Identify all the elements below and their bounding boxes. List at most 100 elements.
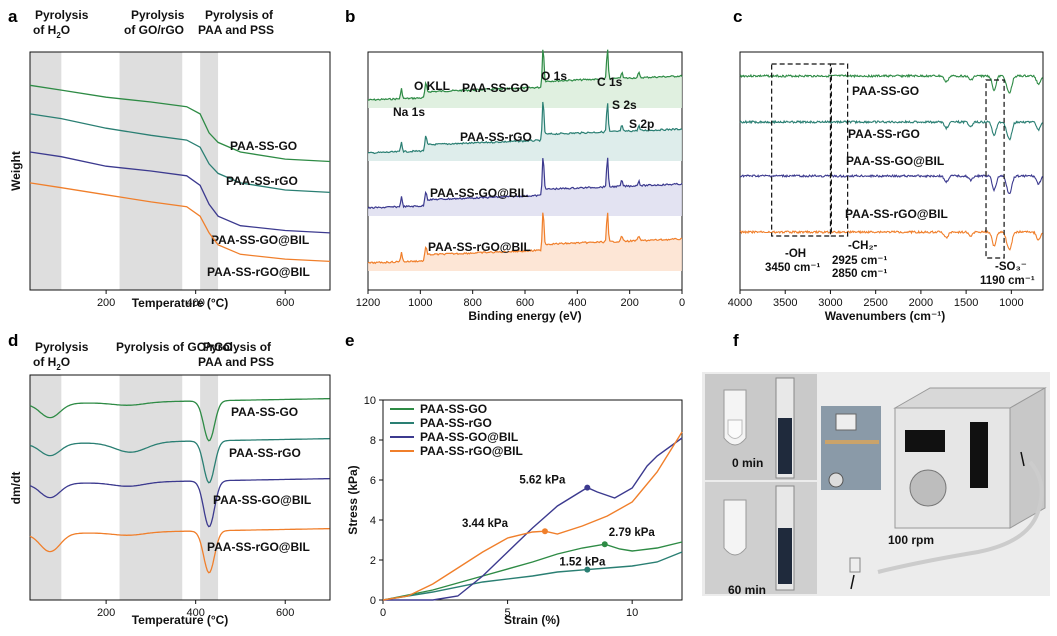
region-title-a-1: Pyrolysis (131, 8, 185, 22)
panel-a-series-line-2 (29, 151, 331, 234)
setup-shelf (825, 440, 879, 444)
panel-c-xlabel: Wavenumbers (cm⁻¹) (825, 309, 946, 323)
panel-b-xlabel: Binding energy (eV) (468, 309, 581, 323)
panel-e-ytick-label: 8 (370, 435, 376, 447)
panel-b-peak-label-2: O 1s (541, 69, 567, 83)
pump-side (1009, 387, 1046, 529)
panel-c-xtick-label: 2000 (909, 297, 933, 309)
panel-b-series-line-3 (367, 212, 683, 265)
pump-tubing (877, 460, 1044, 574)
region-band-d-2 (200, 375, 219, 600)
panel-a-series-line-3 (29, 182, 331, 263)
panel-d-frame (29, 374, 331, 601)
panel-e-xlabel: Strain (%) (504, 613, 560, 627)
label-60min: 60 min (728, 583, 766, 597)
panel-a-series-label-3: PAA-SS-rGO@BIL (207, 265, 310, 279)
panel-e-series-line-0 (382, 541, 683, 601)
vial-60min (723, 499, 747, 556)
panel-c-band-label-5: -SO₃⁻ (995, 261, 1027, 273)
panel-c-xtick-label: 4000 (728, 297, 752, 309)
panel-e-annotation-label-3: 1.52 kPa (559, 557, 606, 569)
panel-b-fill-2 (368, 157, 682, 216)
panel-c-ch2-box (830, 63, 849, 237)
panel-e-annotation-marker-1 (541, 528, 548, 535)
region-band-d-0 (30, 375, 62, 600)
panel-e-annotation-label-0: 5.62 kPa (519, 475, 566, 487)
panel-b-xtick-label: 0 (679, 297, 685, 309)
panel-e-xtick-label: 0 (380, 607, 386, 619)
panel-e-xtick-label: 5 (505, 607, 511, 619)
panel-e-annotation-marker-0 (584, 484, 591, 491)
panel-e-ytick-label: 10 (364, 395, 376, 407)
region-band-d-1 (119, 375, 183, 600)
panel-a-xtick-label: 600 (276, 297, 294, 309)
panel-e-series-line-2 (383, 437, 683, 601)
pump-front (894, 407, 1011, 529)
panel-c-xtick-label: 3500 (773, 297, 797, 309)
panel-b-xtick-label: 200 (620, 297, 638, 309)
panel-b-xtick-label: 400 (568, 297, 586, 309)
panel-a-xlabel: Temperature (°C) (132, 296, 229, 310)
region-title-a-0-line2: of H2O (33, 23, 70, 40)
panel-d-series-line-3 (29, 527, 330, 574)
panel-e-xtick-label: 10 (626, 607, 638, 619)
panel-c-xtick-label: 1500 (954, 297, 978, 309)
vial-content-0min (727, 419, 743, 439)
panel-d-xlabel: Temperature (°C) (132, 613, 229, 627)
panel-e-series-line-1 (382, 551, 683, 601)
label-100rpm: 100 rpm (888, 533, 934, 547)
outlet-tip (849, 557, 861, 573)
region-title-d-2-line2: PAA and PSS (198, 355, 274, 369)
panel-c-band-label-1: 3450 cm⁻¹ (765, 262, 820, 274)
panel-a-series-label-2: PAA-SS-GO@BIL (211, 233, 309, 247)
panel-a-series-line-0 (29, 84, 331, 163)
panel-e-legend-label-2: PAA-SS-GO@BIL (420, 430, 518, 444)
panel-e-series-line-3 (382, 431, 683, 601)
panel-b-series-label-3: PAA-SS-rGO@BIL (428, 240, 531, 254)
panel-e-ylabel: Stress (kPa) (346, 465, 360, 534)
panel-e-ytick-label: 0 (370, 595, 376, 607)
panel-label-f: f (733, 331, 739, 350)
panel-c-so3-box (985, 79, 1005, 259)
panel-e-annotation-label-2: 2.79 kPa (609, 527, 656, 539)
panel-d-ylabel: dm/dt (9, 472, 23, 505)
flow-arrow-in (1020, 451, 1025, 467)
panel-e-ytick-label: 6 (370, 475, 376, 487)
panel-e-annotation-marker-2 (601, 541, 608, 548)
panel-d-series-line-1 (29, 437, 330, 484)
panel-e-annotation-marker-3 (584, 566, 591, 573)
panel-b-fill-3 (368, 212, 682, 271)
panel-c-band-label-3: 2925 cm⁻¹ (832, 255, 887, 267)
panel-d-series-label-0: PAA-SS-GO (231, 405, 298, 419)
region-title-a-0: Pyrolysis (35, 8, 89, 22)
panel-b-xtick-label: 600 (516, 297, 534, 309)
panel-a-xtick-label: 400 (186, 297, 204, 309)
panel-c-oh-box (771, 63, 832, 237)
panel-d-xtick-label: 600 (276, 607, 294, 619)
flow-arrow-out (850, 574, 855, 590)
region-title-a-1-line2: of GO/rGO (124, 23, 184, 37)
region-title-d-2: Pyrolysis of (203, 340, 272, 354)
panel-c-xtick-label: 2500 (863, 297, 887, 309)
region-title-d-0: Pyrolysis (35, 340, 89, 354)
panel-label-d: d (8, 331, 18, 350)
panel-e-legend-label-1: PAA-SS-rGO (420, 416, 492, 430)
panel-d-series-line-2 (29, 477, 330, 528)
panel-b-series-line-0 (367, 49, 683, 102)
panel-d-series-label-3: PAA-SS-rGO@BIL (207, 540, 310, 554)
panel-e-ytick-label: 4 (370, 515, 376, 527)
panel-c-series-line-1 (739, 119, 1043, 141)
panel-e-annotation-label-1: 3.44 kPa (462, 518, 509, 530)
region-title-a-2: Pyrolysis of (205, 8, 274, 22)
setup-beaker (828, 472, 844, 488)
region-title-a-2-line2: PAA and PSS (198, 23, 274, 37)
panel-b-series-label-2: PAA-SS-GO@BIL (430, 186, 528, 200)
panel-b-series-label-1: PAA-SS-rGO (460, 130, 532, 144)
panel-b-fill-0 (368, 49, 682, 108)
pump-head (909, 469, 947, 507)
panel-b-peak-label-3: C 1s (597, 75, 623, 89)
panel-d-series-label-2: PAA-SS-GO@BIL (213, 493, 311, 507)
panel-b-series-label-0: PAA-SS-GO (462, 81, 529, 95)
region-band-a-2 (200, 52, 219, 290)
